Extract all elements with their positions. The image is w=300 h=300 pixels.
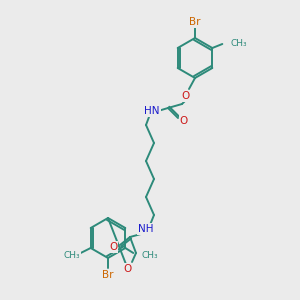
Text: O: O	[182, 91, 190, 101]
Text: HN: HN	[144, 106, 160, 116]
Text: O: O	[124, 264, 132, 274]
Text: NH: NH	[138, 224, 154, 234]
Text: CH₃: CH₃	[63, 250, 80, 260]
Text: Br: Br	[189, 17, 201, 27]
Text: CH₃: CH₃	[230, 38, 247, 47]
Text: Br: Br	[102, 270, 114, 280]
Text: O: O	[109, 242, 117, 252]
Text: O: O	[180, 116, 188, 126]
Text: CH₃: CH₃	[141, 250, 158, 260]
